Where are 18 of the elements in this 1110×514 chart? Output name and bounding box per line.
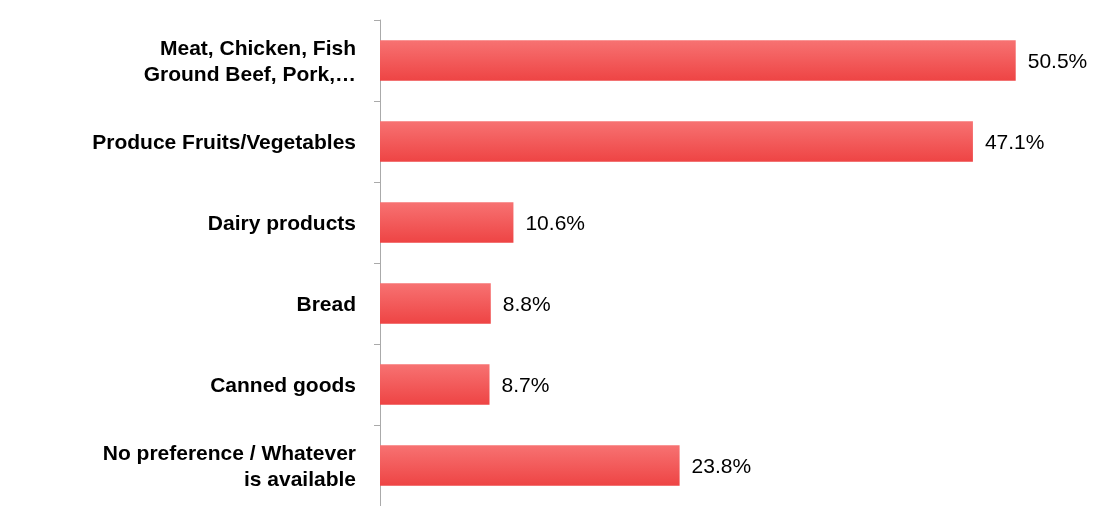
data-label: 50.5% bbox=[1027, 49, 1088, 72]
bar bbox=[380, 283, 491, 324]
y-tick-label: Produce Fruits/Vegetables bbox=[92, 130, 356, 153]
y-tick-label: No preference / Whatever is available bbox=[102, 441, 356, 490]
data-label: 23.8% bbox=[691, 454, 752, 477]
y-tick-label: Bread bbox=[296, 292, 356, 315]
data-label: 10.6% bbox=[525, 211, 585, 234]
y-tick-label: Meat, Chicken, Fish Ground Beef, Pork,… bbox=[143, 36, 356, 85]
bar bbox=[380, 364, 490, 405]
data-label: 8.7% bbox=[501, 373, 550, 396]
bar bbox=[380, 445, 680, 486]
bar bbox=[380, 202, 514, 243]
bar bbox=[380, 121, 973, 162]
data-label: 8.8% bbox=[502, 292, 551, 315]
y-tick-label: Dairy products bbox=[207, 211, 356, 234]
y-tick-label: Canned goods bbox=[210, 373, 356, 396]
bar bbox=[380, 40, 1016, 81]
data-label: 47.1% bbox=[984, 130, 1045, 153]
